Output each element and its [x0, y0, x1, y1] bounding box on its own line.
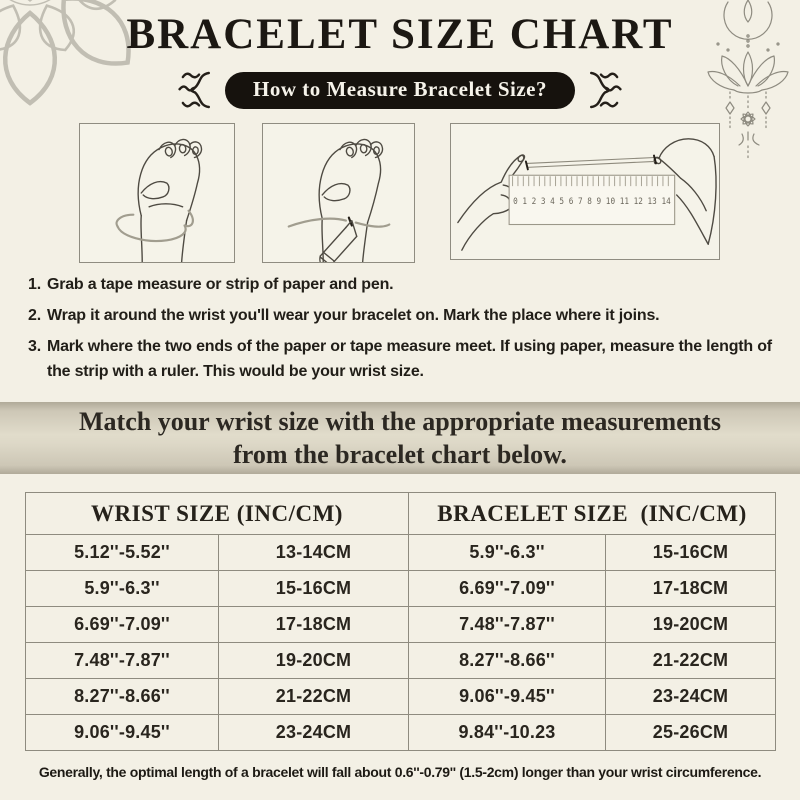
- table-cell: 23-24CM: [605, 678, 776, 715]
- table-row: 9.06''-9.45'' 23-24CM 9.84''-10.23 25-26…: [25, 714, 776, 751]
- table-header-row: WRIST SIZE (INC/CM) BRACELET SIZE (INC/C…: [25, 492, 776, 535]
- table-cell: 19-20CM: [605, 606, 776, 643]
- table-cell: 25-26CM: [605, 714, 776, 751]
- table-row: 5.12''-5.52'' 13-14CM 5.9''-6.3'' 15-16C…: [25, 534, 776, 571]
- table-cell: 17-18CM: [218, 606, 409, 643]
- table-cell: 5.9''-6.3'': [408, 534, 606, 571]
- table-row: 7.48''-7.87'' 19-20CM 8.27''-8.66'' 21-2…: [25, 642, 776, 679]
- hand-mark-pen-icon: [262, 123, 415, 263]
- table-cell: 15-16CM: [218, 570, 409, 607]
- step-2: 2. Wrap it around the wrist you'll wear …: [28, 303, 776, 328]
- table-cell: 6.69''-7.09'': [25, 606, 219, 643]
- table-cell: 21-22CM: [605, 642, 776, 679]
- squiggle-brace-left-icon: [178, 71, 210, 109]
- wrist-size-header: WRIST SIZE (INC/CM): [25, 492, 409, 535]
- banner-line-1: Match your wrist size with the appropria…: [79, 407, 721, 436]
- table-cell: 19-20CM: [218, 642, 409, 679]
- step-number: 2.: [28, 307, 41, 324]
- table-cell: 5.12''-5.52'': [25, 534, 219, 571]
- measure-steps: 1. Grab a tape measure or strip of paper…: [28, 272, 776, 390]
- page-title: BRACELET SIZE CHART: [126, 11, 674, 58]
- hands-ruler-measure-icon: 0 1 2 3 4 5 6 7 8 9 10 11 12 13 14: [450, 123, 720, 260]
- step-1: 1. Grab a tape measure or strip of paper…: [28, 272, 776, 297]
- table-cell: 21-22CM: [218, 678, 409, 715]
- step-number: 1.: [28, 276, 41, 293]
- table-cell: 6.69''-7.09'': [408, 570, 606, 607]
- table-row: 8.27''-8.66'' 21-22CM 9.06''-9.45'' 23-2…: [25, 678, 776, 715]
- table-cell: 9.06''-9.45'': [408, 678, 606, 715]
- table-cell: 17-18CM: [605, 570, 776, 607]
- lotus-hanging-ornament-icon: [707, 0, 789, 161]
- table-cell: 5.9''-6.3'': [25, 570, 219, 607]
- table-row: 5.9''-6.3'' 15-16CM 6.69''-7.09'' 17-18C…: [25, 570, 776, 607]
- badge-how-to-measure: How to Measure Bracelet Size?: [224, 71, 576, 109]
- table-cell: 9.06''-9.45'': [25, 714, 219, 751]
- table-cell: 7.48''-7.87'': [408, 606, 606, 643]
- table-cell: 8.27''-8.66'': [408, 642, 606, 679]
- badge-row: How to Measure Bracelet Size?: [0, 70, 800, 110]
- step-text: Wrap it around the wrist you'll wear you…: [46, 307, 660, 324]
- match-size-banner: Match your wrist size with the appropria…: [0, 402, 800, 474]
- table-cell: 9.84''-10.23: [408, 714, 606, 751]
- hand-wrap-tape-icon: [79, 123, 235, 263]
- table-cell: 15-16CM: [605, 534, 776, 571]
- squiggle-brace-right-icon: [590, 71, 622, 109]
- table-row: 6.69''-7.09'' 17-18CM 7.48''-7.87'' 19-2…: [25, 606, 776, 643]
- step-text: Mark where the two ends of the paper or …: [46, 338, 772, 380]
- table-cell: 8.27''-8.66'': [25, 678, 219, 715]
- bracelet-size-header: BRACELET SIZE (INC/CM): [408, 492, 776, 535]
- mandala-flower-icon: [0, 0, 180, 106]
- table-cell: 23-24CM: [218, 714, 409, 751]
- table-cell: 7.48''-7.87'': [25, 642, 219, 679]
- step-number: 3.: [28, 338, 41, 355]
- ruler-numbers: 0 1 2 3 4 5 6 7 8 9 10 11 12 13 14: [513, 197, 671, 207]
- banner-line-2: from the bracelet chart below.: [233, 440, 567, 469]
- table-cell: 13-14CM: [218, 534, 409, 571]
- step-3: 3. Mark where the two ends of the paper …: [28, 334, 776, 384]
- step-text: Grab a tape measure or strip of paper an…: [46, 276, 394, 293]
- size-chart-table: WRIST SIZE (INC/CM) BRACELET SIZE (INC/C…: [25, 492, 776, 751]
- footer-note: Generally, the optimal length of a brace…: [38, 764, 762, 780]
